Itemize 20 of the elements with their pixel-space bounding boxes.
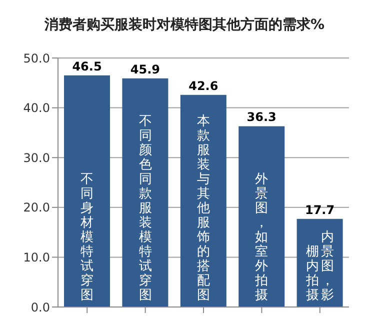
data-label: 45.9 <box>130 62 160 76</box>
category-label: 不同颜色同款服装模特试穿图 <box>138 114 152 303</box>
bar <box>64 75 110 307</box>
y-tick-label: 50.0 <box>23 51 50 66</box>
chart-title: 消费者购买服装时对模特图其他方面的需求% <box>43 16 326 34</box>
category-label: 本款服装与其他服饰的搭配图 <box>197 114 210 303</box>
data-label: 17.7 <box>304 202 335 217</box>
bar <box>238 126 285 307</box>
category-label: 不同身材模特试穿图 <box>80 172 94 303</box>
data-label: 42.6 <box>188 78 218 93</box>
y-tick-label: 30.0 <box>23 150 50 165</box>
y-tick-label: 20.0 <box>23 200 50 215</box>
category-label: 外景图，如室外拍摄 <box>255 172 268 303</box>
data-label: 36.3 <box>246 110 276 124</box>
y-tick-label: 10.0 <box>23 250 50 264</box>
data-label: 46.5 <box>72 59 102 74</box>
bar <box>122 78 168 307</box>
category-label: 内景图，影棚内拍摄 <box>306 230 334 303</box>
y-tick-label: 0.0 <box>30 300 50 314</box>
y-tick-label: 40.0 <box>23 101 50 116</box>
